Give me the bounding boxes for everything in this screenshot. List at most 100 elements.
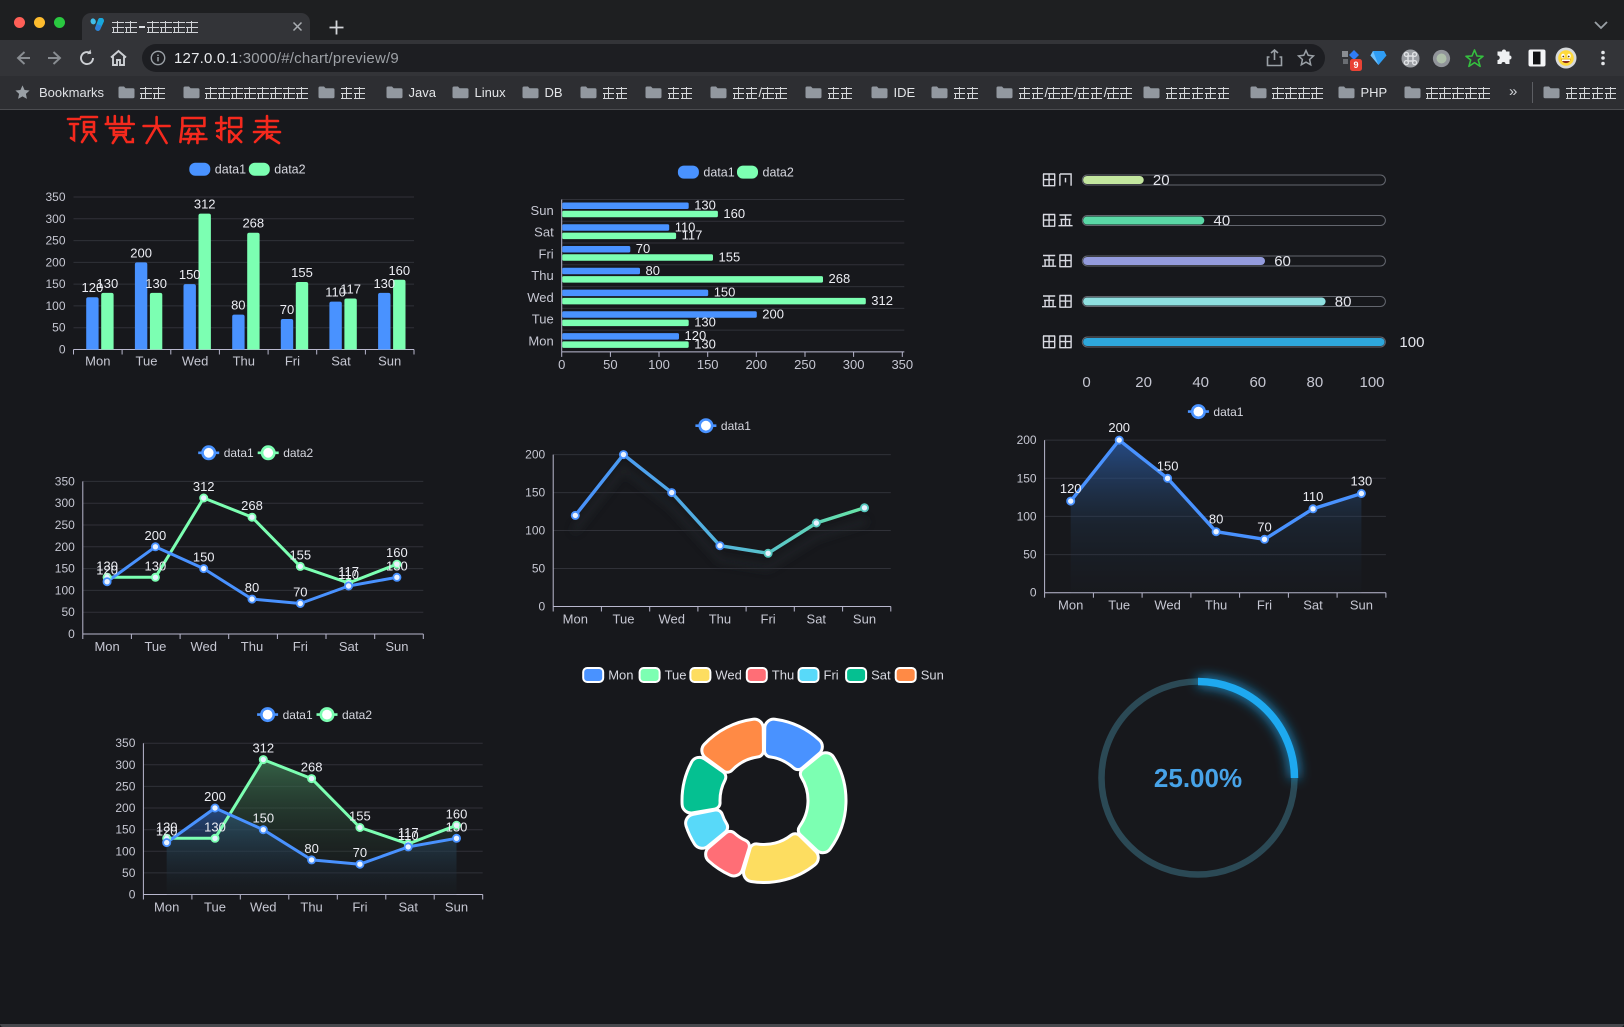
- svg-text:200: 200: [45, 255, 65, 269]
- svg-text:Sun: Sun: [445, 900, 468, 915]
- svg-text:20: 20: [1153, 172, 1170, 189]
- svg-text:200: 200: [55, 540, 75, 554]
- svg-text:data1: data1: [721, 419, 751, 433]
- svg-text:Wed: Wed: [250, 900, 277, 915]
- svg-text:130: 130: [446, 819, 468, 834]
- svg-text:100: 100: [1017, 509, 1037, 523]
- svg-text:110: 110: [675, 219, 696, 234]
- svg-text:155: 155: [291, 265, 313, 280]
- svg-text:130: 130: [1351, 474, 1373, 489]
- svg-text:120: 120: [96, 563, 118, 578]
- svg-text:100: 100: [525, 524, 545, 538]
- svg-text:0: 0: [1082, 374, 1090, 391]
- svg-text:data2: data2: [274, 163, 305, 177]
- svg-text:Fri: Fri: [824, 668, 839, 683]
- svg-text:250: 250: [55, 518, 75, 532]
- svg-text:Fri: Fri: [761, 612, 776, 627]
- svg-text:Thu: Thu: [772, 668, 794, 683]
- svg-text:Wed: Wed: [1154, 598, 1181, 613]
- svg-text:100: 100: [55, 583, 75, 597]
- svg-text:110: 110: [398, 828, 419, 843]
- svg-text:250: 250: [45, 234, 65, 248]
- svg-text:200: 200: [762, 306, 784, 321]
- svg-text:25.00%: 25.00%: [1154, 763, 1242, 793]
- svg-text:50: 50: [603, 357, 617, 372]
- svg-text:100: 100: [45, 299, 65, 313]
- svg-text:150: 150: [45, 277, 65, 291]
- svg-text:Wed: Wed: [190, 639, 217, 654]
- svg-text:300: 300: [843, 357, 865, 372]
- svg-text:Mon: Mon: [94, 639, 119, 654]
- svg-text:200: 200: [130, 245, 152, 260]
- svg-text:Tue: Tue: [1108, 598, 1130, 613]
- svg-text:50: 50: [1023, 548, 1037, 562]
- svg-text:250: 250: [115, 779, 135, 793]
- svg-text:130: 130: [694, 336, 716, 351]
- svg-text:Thu: Thu: [300, 900, 322, 915]
- svg-text:Mon: Mon: [608, 668, 633, 683]
- svg-text:160: 160: [388, 263, 410, 278]
- svg-text:110: 110: [325, 285, 346, 300]
- svg-text:Tue: Tue: [144, 639, 166, 654]
- svg-text:117: 117: [338, 564, 359, 579]
- svg-text:data1: data1: [703, 165, 734, 179]
- svg-text:data1: data1: [283, 708, 313, 722]
- svg-text:Sat: Sat: [339, 639, 359, 654]
- svg-text:80: 80: [245, 580, 259, 595]
- svg-text:250: 250: [794, 357, 816, 372]
- svg-text:70: 70: [353, 845, 367, 860]
- svg-text:130: 130: [156, 819, 178, 834]
- svg-text:100: 100: [1359, 374, 1384, 391]
- svg-text:Sat: Sat: [807, 612, 827, 627]
- svg-text:Tue: Tue: [204, 900, 226, 915]
- svg-text:Wed: Wed: [182, 354, 209, 369]
- svg-text:300: 300: [115, 758, 135, 772]
- svg-text:200: 200: [145, 528, 167, 543]
- svg-text:120: 120: [82, 280, 104, 295]
- svg-text:70: 70: [1257, 519, 1271, 534]
- svg-text:Sat: Sat: [331, 354, 351, 369]
- svg-text:155: 155: [349, 809, 371, 824]
- svg-text:130: 130: [694, 198, 716, 213]
- svg-text:Tue: Tue: [665, 668, 687, 683]
- svg-text:70: 70: [636, 241, 650, 256]
- svg-text:Fri: Fri: [539, 246, 554, 261]
- svg-text:Fri: Fri: [285, 354, 300, 369]
- svg-text:80: 80: [1209, 512, 1223, 527]
- svg-text:350: 350: [55, 474, 75, 488]
- svg-text:120: 120: [156, 824, 178, 839]
- svg-text:60: 60: [1274, 253, 1291, 270]
- svg-text:150: 150: [55, 562, 75, 576]
- svg-text:80: 80: [231, 298, 245, 313]
- svg-text:20: 20: [1135, 374, 1152, 391]
- svg-text:130: 130: [145, 276, 167, 291]
- svg-text:Mon: Mon: [1058, 598, 1083, 613]
- svg-text:40: 40: [1214, 213, 1231, 230]
- svg-text:312: 312: [252, 741, 274, 756]
- svg-text:Sat: Sat: [534, 225, 554, 240]
- svg-text:150: 150: [1017, 471, 1037, 485]
- svg-text:Sun: Sun: [1350, 598, 1373, 613]
- svg-text:150: 150: [193, 550, 215, 565]
- svg-text:350: 350: [891, 357, 913, 372]
- svg-text:0: 0: [68, 627, 75, 641]
- svg-text:268: 268: [241, 498, 263, 513]
- svg-text:40: 40: [1192, 374, 1209, 391]
- svg-text:350: 350: [45, 190, 65, 204]
- svg-text:150: 150: [714, 285, 736, 300]
- svg-text:312: 312: [194, 197, 216, 212]
- svg-text:200: 200: [204, 789, 226, 804]
- svg-text:150: 150: [115, 823, 135, 837]
- svg-text:Tue: Tue: [136, 354, 158, 369]
- svg-text:200: 200: [525, 448, 545, 462]
- svg-text:268: 268: [242, 216, 264, 231]
- svg-text:200: 200: [1017, 433, 1037, 447]
- svg-text:70: 70: [280, 302, 294, 317]
- svg-text:80: 80: [646, 263, 660, 278]
- svg-text:117: 117: [682, 228, 703, 243]
- svg-text:70: 70: [293, 585, 307, 600]
- svg-text:200: 200: [745, 357, 767, 372]
- svg-text:Sun: Sun: [385, 639, 408, 654]
- svg-text:50: 50: [122, 866, 136, 880]
- svg-text:130: 130: [204, 819, 226, 834]
